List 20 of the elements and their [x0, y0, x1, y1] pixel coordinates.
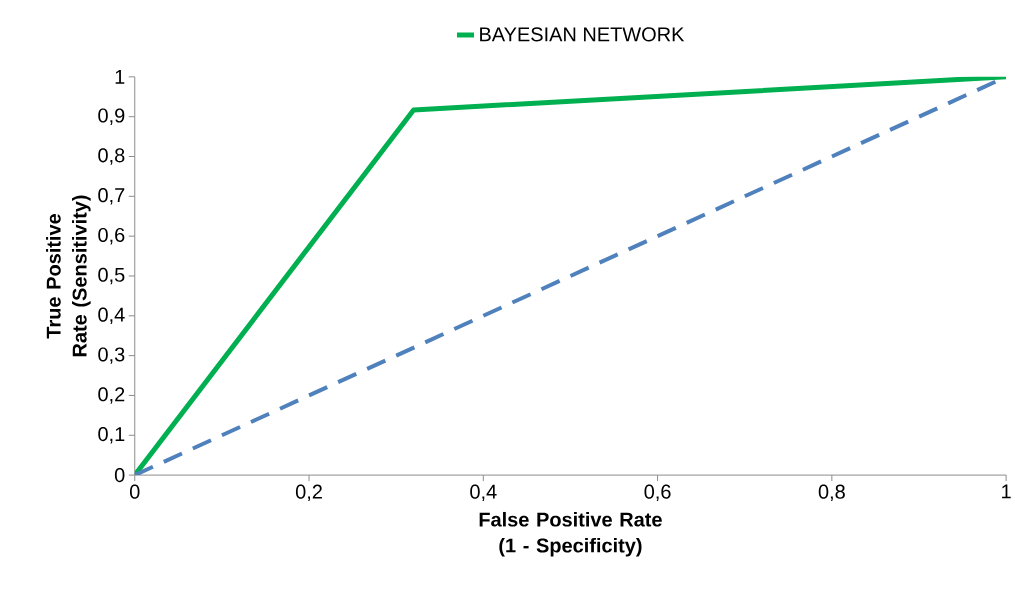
- x-tick-label: 1: [1002, 484, 1011, 499]
- y-tick-label: 0,1: [98, 427, 125, 444]
- x-tick-label: 0,4: [470, 484, 497, 502]
- y-tick-label: 0,9: [98, 108, 125, 125]
- y-tick-label: 0,7: [98, 188, 125, 205]
- x-tick-label: 0,8: [818, 484, 845, 502]
- y-tick-label: 0,8: [98, 148, 125, 165]
- y-tick-label: 0,2: [98, 387, 125, 404]
- y-tick-label: 0,4: [98, 307, 125, 325]
- y-tick-label: 0: [114, 468, 125, 483]
- x-tick-label: 0: [129, 484, 140, 499]
- x-tick-label: 0,2: [295, 484, 322, 502]
- legend-label: BAYESIAN NETWORK: [480, 27, 685, 42]
- y-tick-label: 0,3: [98, 347, 125, 364]
- y-axis-title: True Positive Rate (Sensitivity): [46, 195, 91, 357]
- x-axis-title: False Positive Rate (1 - Specificity): [479, 512, 662, 557]
- y-tick-label: 0,6: [98, 227, 125, 245]
- y-tick-label: 1: [115, 70, 125, 84]
- y-tick-label: 0,5: [98, 267, 125, 285]
- x-tick-label: 0,6: [644, 484, 671, 502]
